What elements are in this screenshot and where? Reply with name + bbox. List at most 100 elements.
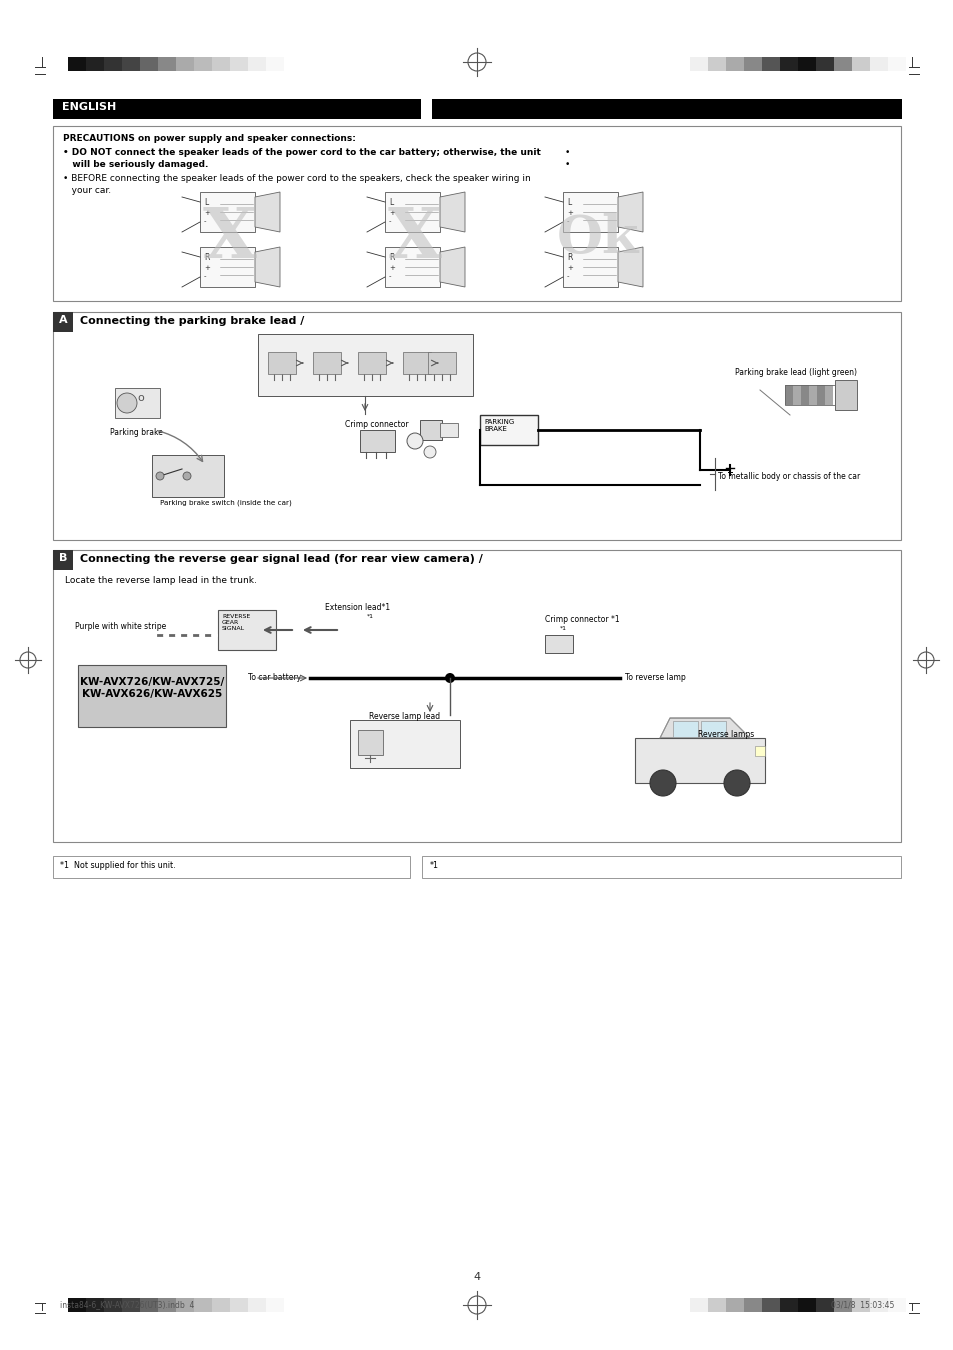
Bar (53, 549, 900, 842)
Text: KW-AVX726/KW-AVX725/
KW-AVX626/KW-AVX625: KW-AVX726/KW-AVX725/ KW-AVX626/KW-AVX625 (80, 676, 224, 698)
Bar (122, 1297, 140, 1312)
Bar (230, 1297, 248, 1312)
Bar (230, 57, 248, 72)
Bar (104, 57, 122, 72)
Text: o: o (137, 393, 144, 404)
Bar (122, 57, 140, 72)
Bar (193, 57, 212, 72)
Circle shape (444, 674, 455, 683)
Bar (869, 57, 887, 72)
Bar (200, 192, 254, 232)
Bar (385, 192, 439, 232)
Text: PARKING
BRAKE: PARKING BRAKE (483, 418, 514, 432)
Bar (268, 352, 295, 374)
Bar (158, 1297, 175, 1312)
Bar (689, 1297, 707, 1312)
Bar (53, 856, 410, 878)
Bar (544, 634, 573, 653)
Bar (68, 57, 86, 72)
Text: *1: *1 (430, 861, 438, 869)
Bar (834, 379, 856, 410)
Text: -: - (389, 273, 391, 279)
Text: To reverse lamp: To reverse lamp (624, 674, 685, 682)
Text: 03/1/8  15:03:45: 03/1/8 15:03:45 (830, 1300, 893, 1310)
Text: •: • (564, 148, 570, 157)
Text: L: L (204, 198, 208, 207)
Text: +: + (389, 265, 395, 271)
Bar (68, 1297, 86, 1312)
Bar (700, 721, 725, 737)
Text: 4: 4 (473, 1272, 480, 1282)
Text: Locate the reverse lamp lead in the trunk.: Locate the reverse lamp lead in the trun… (65, 576, 256, 585)
Bar (562, 247, 618, 288)
Text: Purple with white stripe: Purple with white stripe (75, 622, 166, 630)
Bar (887, 57, 905, 72)
Circle shape (156, 472, 164, 481)
Text: your car.: your car. (63, 186, 111, 194)
Bar (635, 738, 764, 783)
Bar (851, 57, 869, 72)
Bar (761, 57, 780, 72)
Bar (743, 1297, 761, 1312)
Bar (53, 312, 73, 332)
Bar (816, 385, 824, 405)
Bar (808, 385, 816, 405)
Bar (78, 666, 226, 728)
Text: X: X (203, 205, 256, 273)
Bar (689, 57, 707, 72)
Bar (175, 57, 193, 72)
Bar (53, 99, 420, 119)
Bar (815, 57, 833, 72)
Text: *1: *1 (559, 626, 566, 630)
Bar (869, 1297, 887, 1312)
Text: *1  Not supplied for this unit.: *1 Not supplied for this unit. (60, 861, 175, 869)
Bar (479, 414, 537, 446)
Bar (104, 1297, 122, 1312)
Polygon shape (439, 192, 464, 232)
Bar (257, 333, 473, 396)
Text: •: • (564, 161, 570, 169)
Bar (797, 57, 815, 72)
Text: -: - (204, 217, 206, 224)
Bar (193, 1297, 212, 1312)
Polygon shape (439, 247, 464, 288)
Bar (359, 431, 395, 452)
Text: ENGLISH: ENGLISH (62, 103, 116, 112)
Bar (350, 720, 459, 768)
Bar (218, 610, 275, 649)
Bar (313, 352, 340, 374)
Bar (248, 1297, 266, 1312)
Text: To car battery: To car battery (248, 674, 301, 682)
Text: +: + (389, 211, 395, 216)
Text: insta84-6_KW-AVX726(UT3).indb  4: insta84-6_KW-AVX726(UT3).indb 4 (60, 1300, 194, 1310)
Bar (140, 1297, 158, 1312)
Bar (53, 126, 900, 301)
Bar (266, 57, 284, 72)
Bar (385, 247, 439, 288)
Bar (801, 385, 808, 405)
Bar (707, 57, 725, 72)
Text: To metallic body or chassis of the car: To metallic body or chassis of the car (718, 472, 860, 481)
Bar (439, 423, 457, 437)
Text: Connecting the parking brake lead /: Connecting the parking brake lead / (80, 316, 304, 325)
Text: • DO NOT connect the speaker leads of the power cord to the car battery; otherwi: • DO NOT connect the speaker leads of th… (63, 148, 540, 157)
Text: R: R (389, 252, 394, 262)
Text: • BEFORE connecting the speaker leads of the power cord to the speakers, check t: • BEFORE connecting the speaker leads of… (63, 174, 530, 184)
Bar (754, 747, 764, 756)
Text: REVERSE
GEAR
SIGNAL: REVERSE GEAR SIGNAL (222, 614, 250, 630)
Bar (824, 385, 832, 405)
Polygon shape (254, 192, 280, 232)
Bar (725, 57, 743, 72)
Text: +: + (566, 211, 572, 216)
Bar (421, 856, 900, 878)
Bar (562, 192, 618, 232)
Circle shape (407, 433, 422, 450)
Bar (784, 385, 792, 405)
Bar (761, 1297, 780, 1312)
Text: Reverse lamp lead: Reverse lamp lead (369, 711, 440, 721)
Text: R: R (204, 252, 209, 262)
Text: Ok: Ok (557, 213, 639, 265)
Bar (432, 99, 901, 119)
Circle shape (723, 769, 749, 796)
Bar (833, 1297, 851, 1312)
